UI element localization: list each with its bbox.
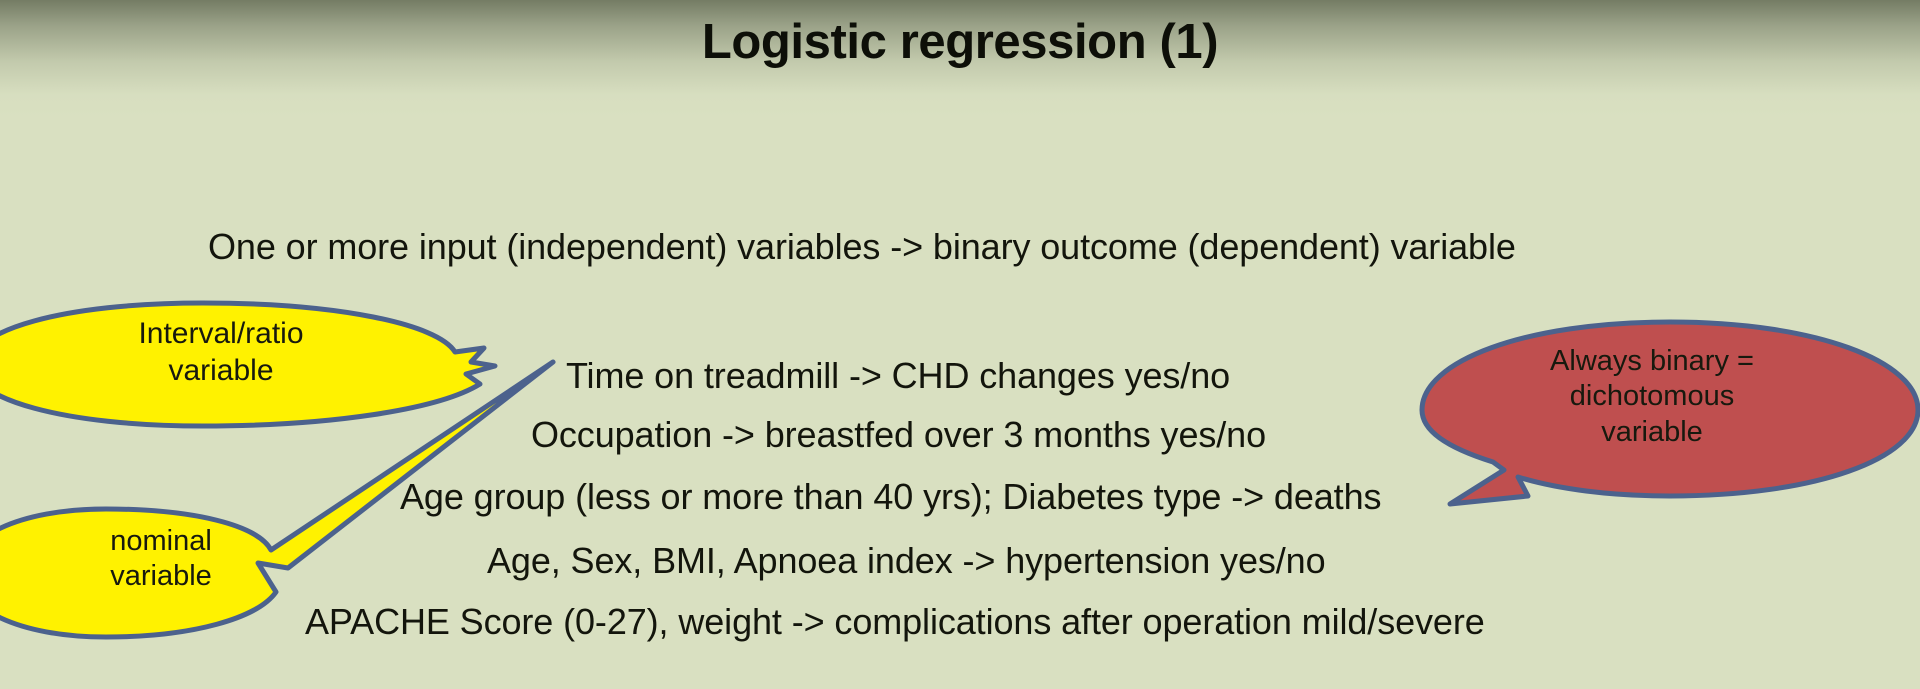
callout-interval-ratio-shape — [0, 300, 498, 429]
example-line-4: Age, Sex, BMI, Apnoea index -> hypertens… — [487, 540, 1326, 581]
page-title: Logistic regression (1) — [701, 15, 1219, 69]
example-line-3: Age group (less or more than 40 yrs); Di… — [400, 476, 1382, 517]
callout-always-binary-shape — [1419, 319, 1920, 507]
intro-line: One or more input (independent) variable… — [208, 226, 1516, 267]
callout-nominal-shape — [0, 359, 556, 640]
example-line-5: APACHE Score (0-27), weight -> complicat… — [305, 601, 1485, 642]
example-line-1: Time on treadmill -> CHD changes yes/no — [566, 355, 1231, 396]
example-line-2: Occupation -> breastfed over 3 months ye… — [531, 414, 1267, 455]
